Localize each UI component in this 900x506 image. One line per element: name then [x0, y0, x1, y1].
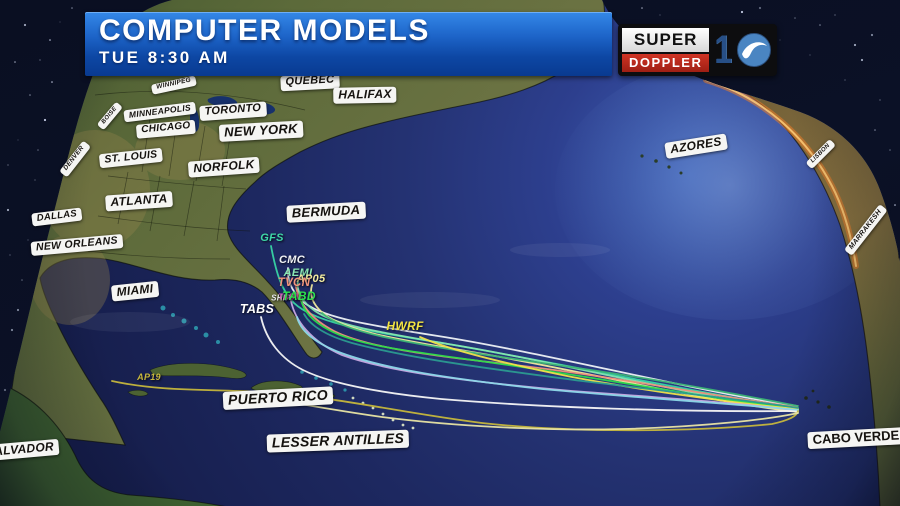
star [860, 58, 864, 62]
model-track-aemn [321, 312, 799, 407]
star [29, 94, 31, 96]
super-doppler-10-logo: SUPER DOPPLER 1 [618, 24, 777, 76]
star [43, 118, 47, 122]
star [6, 208, 10, 212]
model-track-ap19 [111, 380, 799, 432]
star [10, 328, 14, 332]
model-track-tabs [260, 316, 798, 413]
star [853, 43, 857, 47]
star [809, 54, 811, 56]
star [14, 61, 16, 63]
star [51, 81, 53, 83]
star [879, 99, 881, 101]
star [894, 204, 896, 206]
star [659, 14, 661, 16]
logo-channel-10: 1 [712, 30, 772, 70]
wave-circle-icon [736, 33, 771, 67]
timestamp: TUE 8:30 AM [99, 48, 230, 67]
star [17, 139, 19, 141]
star [3, 388, 7, 392]
star [874, 129, 876, 131]
page-title: COMPUTER MODELS [99, 14, 430, 47]
star [34, 179, 36, 181]
logo-super-text: SUPER [622, 28, 710, 52]
star [23, 23, 27, 27]
star [834, 14, 836, 16]
star [758, 6, 762, 10]
star [641, 7, 643, 9]
model-track-dteal [303, 313, 799, 409]
star [39, 59, 41, 61]
star [16, 308, 20, 312]
star [9, 254, 11, 256]
model-tracks [111, 245, 799, 432]
star [819, 24, 821, 26]
model-track-hwrf [419, 336, 799, 410]
star [21, 279, 23, 281]
star [779, 39, 781, 41]
star [59, 21, 61, 23]
star [889, 149, 891, 151]
star [27, 239, 29, 241]
star [870, 33, 874, 37]
star [49, 39, 51, 41]
star [844, 79, 846, 81]
star [740, 10, 744, 14]
model-track-cyan [296, 316, 799, 411]
title-banner: COMPUTER MODELS TUE 8:30 AM [85, 12, 612, 76]
star [7, 164, 9, 166]
logo-wordmark: SUPER DOPPLER [622, 28, 710, 72]
star [71, 7, 73, 9]
logo-numeral-one: 1 [714, 28, 733, 72]
star [794, 17, 796, 19]
logo-doppler-text: DOPPLER [622, 54, 710, 72]
star [37, 149, 39, 151]
